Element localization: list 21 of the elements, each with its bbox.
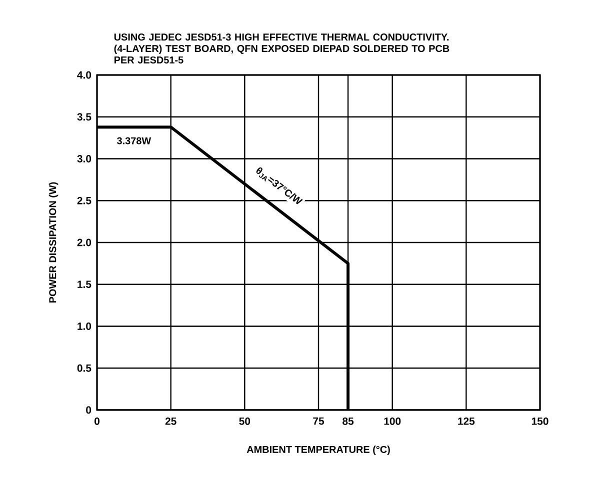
x-tick-label: 25	[165, 417, 176, 425]
y-tick-label: 1.5	[78, 280, 92, 288]
x-tick-label: 75	[313, 418, 324, 425]
x-tick-label: 100	[384, 417, 401, 425]
y-tick-label: 3.0	[77, 155, 92, 162]
y-tick-label: 4.0	[77, 71, 92, 79]
y-tick-label: 3.5	[77, 113, 92, 121]
y-tick-label: 0	[86, 406, 92, 414]
x-tick-label: 85	[342, 417, 354, 425]
x-tick-label: 50	[239, 417, 250, 425]
x-axis-title: AMBIENT TEMPERATURE (°C)	[246, 446, 390, 455]
x-tick-label: 150	[532, 417, 548, 425]
chart-title: USING JEDEC JESD51-3 HIGH EFFECTIVE THERMAL CONDUCTIVITY. (4-LAYER) TEST BOARD, QFN EXPOSED DIEPAD SOLDERED TO PCB PER JESD51-5	[114, 34, 450, 64]
y-tick-label: 0.5	[77, 364, 92, 372]
y-tick-label: 1.0	[78, 322, 92, 330]
annotation: 3.378W	[116, 137, 152, 144]
x-tick-label: 125	[458, 417, 475, 425]
y-axis-title: POWER DISSIPATION (W)	[48, 182, 58, 303]
y-tick-label: 2.0	[77, 238, 92, 246]
x-tick-label: 0	[94, 417, 100, 425]
y-tick-label: 2.5	[77, 196, 92, 204]
